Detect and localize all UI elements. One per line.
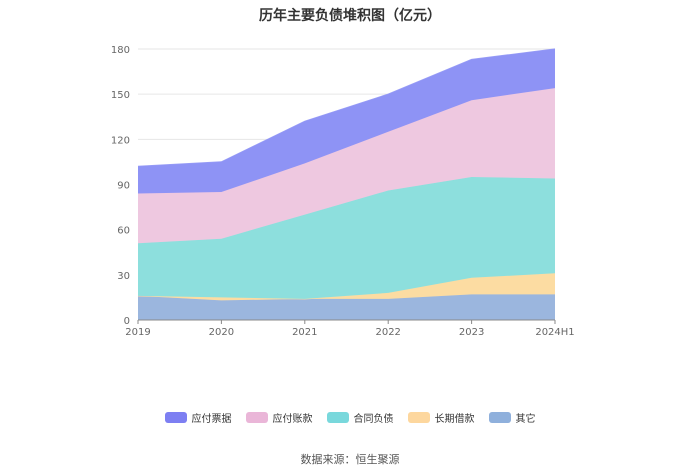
area-应付账款 [138,88,555,244]
series-line-应付票据 [137,48,556,167]
legend-swatch [164,412,187,423]
x-tick-label: 2024H1 [535,327,574,338]
y-tick-label: 180 [111,45,130,56]
area-应付票据 [138,49,555,194]
area-其它 [138,294,555,320]
y-tick-label: 30 [117,271,130,282]
source-note: 数据来源：恒生聚源 [300,453,400,466]
legend: 应付票据 应付账款 合同负债 长期借款 其它 [0,410,700,425]
legend-swatch [326,412,349,423]
legend-item[interactable]: 其它 [488,410,536,425]
y-tick-label: 120 [111,135,130,146]
x-tick-label: 2019 [125,327,150,338]
chart-title: 历年主要负债堆积图（亿元） [259,8,441,24]
series-line-应付账款 [137,87,556,195]
x-tick-label: 2020 [209,327,234,338]
y-tick-label: 60 [117,226,130,237]
area-合同负债 [138,177,555,299]
legend-item[interactable]: 合同负债 [326,410,394,425]
legend-label: 长期借款 [434,414,475,425]
legend-item[interactable]: 应付票据 [164,410,232,425]
legend-swatch [488,412,511,423]
x-tick-label: 2021 [292,327,317,338]
area-layer [137,48,556,320]
legend-swatch [245,412,268,423]
area-长期借款 [138,273,555,301]
x-tick-label: 2023 [459,327,484,338]
legend-label: 应付账款 [272,414,313,425]
y-tick-label: 0 [124,316,130,327]
legend-label: 应付票据 [191,414,232,425]
legend-label: 其它 [515,414,536,425]
legend-swatch [407,412,430,423]
legend-item[interactable]: 长期借款 [407,410,475,425]
axis-layer: 0 30 60 90 120 150 180 2019 2020 2021 2022 2023 2024… [111,45,575,338]
legend-item[interactable]: 应付账款 [245,410,313,425]
x-tick-label: 2022 [375,327,400,338]
legend-label: 合同负债 [353,414,394,425]
y-tick-label: 150 [111,90,130,101]
y-tick-label: 90 [117,181,130,192]
